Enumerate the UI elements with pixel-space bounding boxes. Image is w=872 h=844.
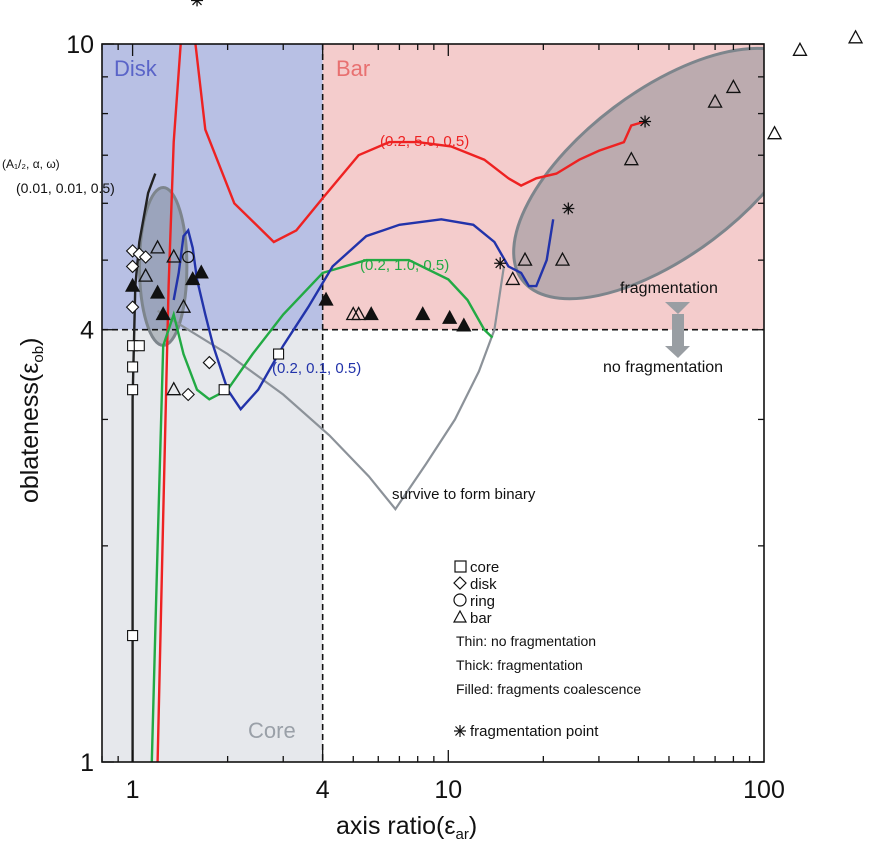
filled-bar-marker [456,317,472,332]
bar-marker [166,381,182,396]
core-marker [218,384,230,396]
x-tick-label: 4 [316,776,330,804]
disk-region-label: Disk [114,56,158,81]
ring-marker [182,250,195,264]
bar-marker [351,306,367,321]
legend-disk-label: disk [470,576,497,593]
disk-marker [181,387,195,402]
filled-bar-marker [155,306,171,321]
disk-marker [202,355,217,370]
filled-bar-marker [125,277,141,292]
legend-frag-point-label: fragmentation point [470,723,599,740]
x-tick-label: 1 [126,776,140,804]
y-tick-label: 10 [66,31,94,59]
bar-marker [175,298,192,313]
regions-layer [102,44,764,762]
bar-marker [138,267,154,282]
fragmentation-label: fragmentation [620,280,718,297]
fragmentation-point-marker [562,202,575,215]
filled-bar-marker [193,264,209,279]
legend-core-label: core [470,559,499,576]
guides-layer [102,44,764,762]
legend-bar-label: bar [470,610,492,627]
series-line-2 [172,218,555,412]
bar-marker [505,271,521,286]
legend-ring-icon [453,593,467,607]
series-line-3 [131,173,157,762]
y-tick-label: 1 [80,749,94,777]
series-line-1 [150,258,494,762]
y-axis-title: oblateness(εob) [16,338,47,503]
series-label-red: (0.2, 5.0, 0.5) [380,133,469,150]
core-marker [127,361,139,373]
core-marker [133,340,145,352]
disk-marker [125,244,140,258]
x-axis-title: axis ratio(εar) [336,812,477,843]
legend-frag-point-icon [454,725,466,737]
disk-marker [138,250,153,264]
fragmentation-point-marker [639,115,652,128]
no-fragmentation-label: no fragmentation [603,359,723,376]
fragmentation-point-marker [494,257,507,270]
filled-bar-marker [442,309,458,324]
legend-ring-label: ring [470,593,495,610]
bar-region-label: Bar [336,56,370,81]
bar-marker [517,251,533,266]
bar-marker [554,251,571,266]
bar-marker [707,93,723,108]
legend-note-filled: Filled: fragments coalescence [456,681,641,697]
series-label-blue: (0.2, 0.1, 0.5) [272,360,361,377]
bar-region [322,44,764,330]
disk-marker [125,259,140,274]
filled-bar-marker [415,306,431,321]
ellipses-layer [138,46,764,347]
series-line-0 [156,44,646,762]
axes-layer: 1 4 10 100 1 4 10 [66,31,785,804]
core-region-label: Core [248,718,296,743]
legend-core-icon [454,560,467,573]
x-tick-label: 100 [743,776,785,804]
bar-marker [792,41,808,56]
plot-frame [101,43,765,763]
legend-note-thin: Thin: no fragmentation [456,633,596,649]
core-marker [127,630,139,642]
legend: core disk ring bar Thin: no fragmentatio… [452,559,641,740]
legend-bar-icon [452,609,468,623]
fragmentation-arrow-icon [665,302,690,358]
binary-path-line [157,266,505,511]
disk-marker [125,300,140,314]
binary-annotation: survive to form binary [392,486,536,503]
filled-bar-marker [150,284,166,299]
legend-disk-icon [453,576,467,590]
series-layer [131,44,646,762]
core-marker [127,384,139,396]
bar-marker [166,248,182,263]
core-marker [273,348,285,360]
bar-marker [725,79,741,94]
series-label-black: (0.01, 0.01, 0.5) [16,180,115,196]
y-tick-label: 4 [80,317,94,345]
bar-cluster-ellipse [512,46,764,301]
bar-marker [847,29,864,44]
filled-bar-marker [318,291,334,306]
markers-layer [125,0,864,642]
bar-marker [150,239,166,254]
x-tick-label: 10 [434,776,462,804]
param-header: (A₁/₂, α, ω) [2,157,60,171]
bar-marker [766,125,783,140]
fragmentation-point-marker [191,0,204,7]
bar-marker [623,151,639,166]
filled-bar-marker [363,306,379,321]
legend-note-thick: Thick: fragmentation [456,657,583,673]
core-region [102,329,323,762]
series-label-green: (0.2, 1.0, 0.5) [360,257,449,274]
